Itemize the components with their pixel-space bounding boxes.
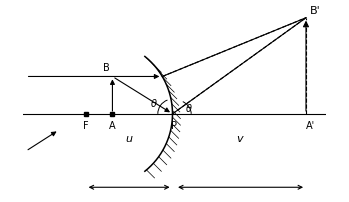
Text: $\theta$: $\theta$ (150, 96, 158, 108)
Text: P: P (171, 120, 177, 130)
Text: A: A (109, 120, 116, 130)
Text: v: v (236, 133, 243, 143)
Text: B': B' (310, 6, 321, 16)
Text: F: F (83, 120, 89, 130)
Text: u: u (126, 133, 133, 143)
Text: A': A' (306, 120, 315, 130)
Text: $\theta$: $\theta$ (185, 101, 192, 113)
Text: B: B (103, 63, 110, 73)
